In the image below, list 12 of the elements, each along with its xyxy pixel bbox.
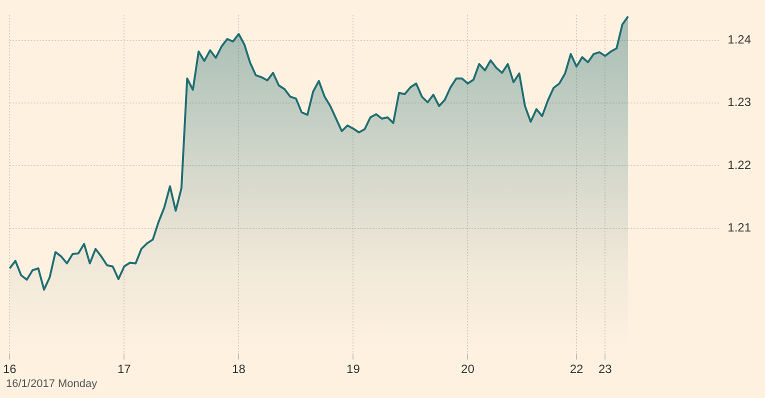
x-tick-label: 20 (461, 362, 475, 376)
y-tick-label: 1.21 (728, 220, 752, 235)
x-tick-label: 23 (598, 362, 612, 376)
y-tick-label: 1.22 (728, 158, 752, 172)
text: 16/1/2017 Monday (6, 378, 98, 390)
x-tick-label: 18 (232, 362, 246, 376)
x-tick-label: 16 (2, 362, 17, 376)
x-tick-label: 17 (118, 362, 132, 376)
x-tick-label: 22 (570, 362, 584, 376)
x-tick-label: 19 (346, 362, 360, 376)
y-tick-label: 1.24 (728, 32, 752, 47)
y-tick-label: 1.23 (728, 95, 752, 110)
